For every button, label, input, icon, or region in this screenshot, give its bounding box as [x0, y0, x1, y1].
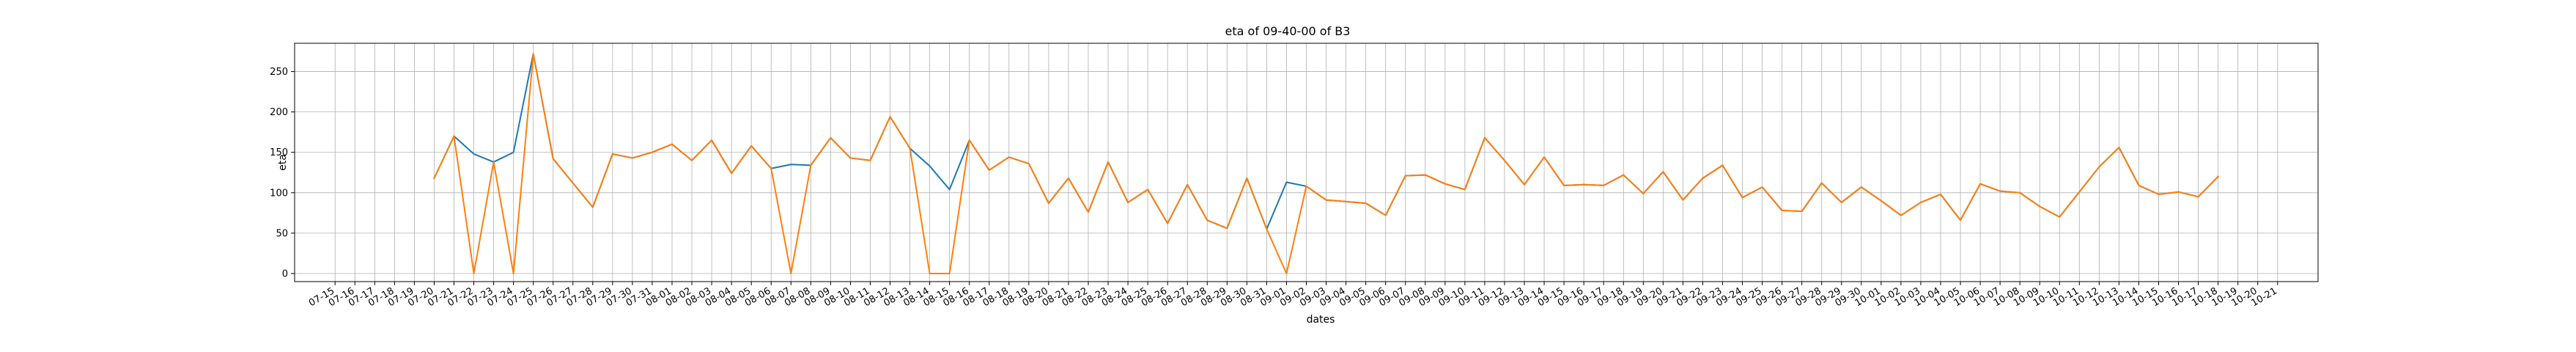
y-tick-label: 200	[270, 107, 288, 118]
y-tick-label: 250	[270, 67, 288, 78]
y-axis: 0 50 100 150 200 250	[270, 67, 295, 279]
chart-title: eta of 09-40-00 of B3	[1225, 24, 1351, 38]
y-tick-label: 100	[270, 188, 288, 199]
series-layer	[433, 53, 2220, 274]
y-axis-label: eta	[277, 154, 289, 171]
series-line-2	[433, 53, 2220, 274]
y-tick-label: 50	[276, 228, 288, 239]
y-tick-label: 150	[270, 147, 288, 158]
grid-layer	[295, 43, 2318, 282]
y-tick-label: 0	[282, 268, 288, 279]
x-axis-label: dates	[1307, 314, 1335, 326]
